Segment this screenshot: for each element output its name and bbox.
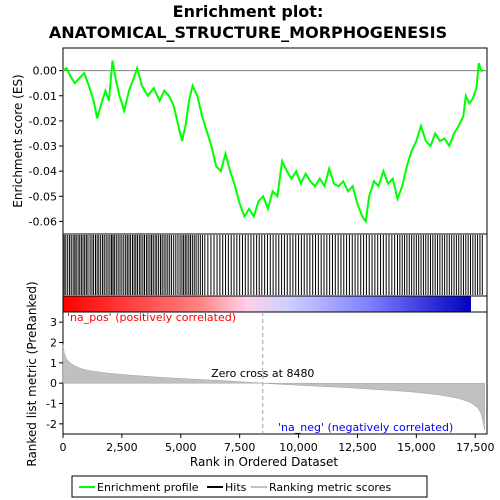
es-y-tick-label: 0.00 [33, 65, 58, 78]
es-y-tick-label: -0.04 [29, 165, 57, 178]
es-panel-frame [62, 47, 488, 235]
es-panel: 0.00 -0.01 -0.02 -0.03 -0.04 -0.05 -0.06 [29, 47, 488, 235]
es-y-tick-label: -0.03 [29, 140, 57, 153]
metric-y-tick-label: -1 [46, 398, 57, 411]
metric-y-tick-label: -2 [46, 418, 57, 431]
metric-panel: 3 2 1 0 -1 -2 'na_pos' (positively correlated… [46, 311, 488, 435]
metric-y-tick-label: 1 [50, 357, 57, 370]
legend: Enrichment profile Hits Ranking metric s… [71, 475, 428, 498]
x-axis-label: Rank in Ordered Dataset [190, 455, 338, 469]
chart-title-line2: ANATOMICAL_STRUCTURE_MORPHOGENESIS [49, 23, 447, 42]
legend-hits-label: Hits [225, 481, 247, 494]
negative-correlation-label: 'na_neg' (negatively correlated) [278, 421, 453, 434]
es-y-tick-label: -0.06 [29, 215, 57, 228]
rank-color-bar [63, 296, 471, 312]
metric-panel-frame [62, 311, 488, 435]
metric-y-tick-label: 0 [50, 377, 57, 390]
x-tick-label: 17,500 [456, 441, 495, 454]
metric-y-axis-label: Ranked list metric (PreRanked) [25, 281, 39, 466]
ranking-metric-area [62, 344, 485, 430]
x-tick-label: 10,000 [279, 441, 318, 454]
positive-correlation-label: 'na_pos' (positively correlated) [67, 311, 236, 324]
x-tick-label: 2,500 [106, 441, 138, 454]
metric-y-tick-label: 3 [50, 316, 57, 329]
x-tick-label: 0 [60, 441, 67, 454]
x-tick-label: 7,500 [224, 441, 256, 454]
hits-panel [62, 233, 488, 297]
es-y-tick-label: -0.02 [29, 115, 57, 128]
es-y-tick-label: -0.01 [29, 90, 57, 103]
enrichment-profile-line [62, 60, 484, 225]
x-tick-label: 5,000 [165, 441, 197, 454]
es-y-tick-label: -0.05 [29, 190, 57, 203]
x-tick-label: 15,000 [397, 441, 436, 454]
legend-metric-label: Ranking metric scores [269, 481, 391, 494]
x-tick-label: 12,500 [338, 441, 377, 454]
es-y-axis-label: Enrichment score (ES) [11, 74, 25, 207]
legend-frame [71, 475, 428, 498]
legend-profile-label: Enrichment profile [97, 481, 199, 494]
zero-cross-label: Zero cross at 8480 [211, 367, 314, 380]
metric-y-tick-label: 2 [50, 337, 57, 350]
chart-title-line1: Enrichment plot: [173, 2, 324, 21]
